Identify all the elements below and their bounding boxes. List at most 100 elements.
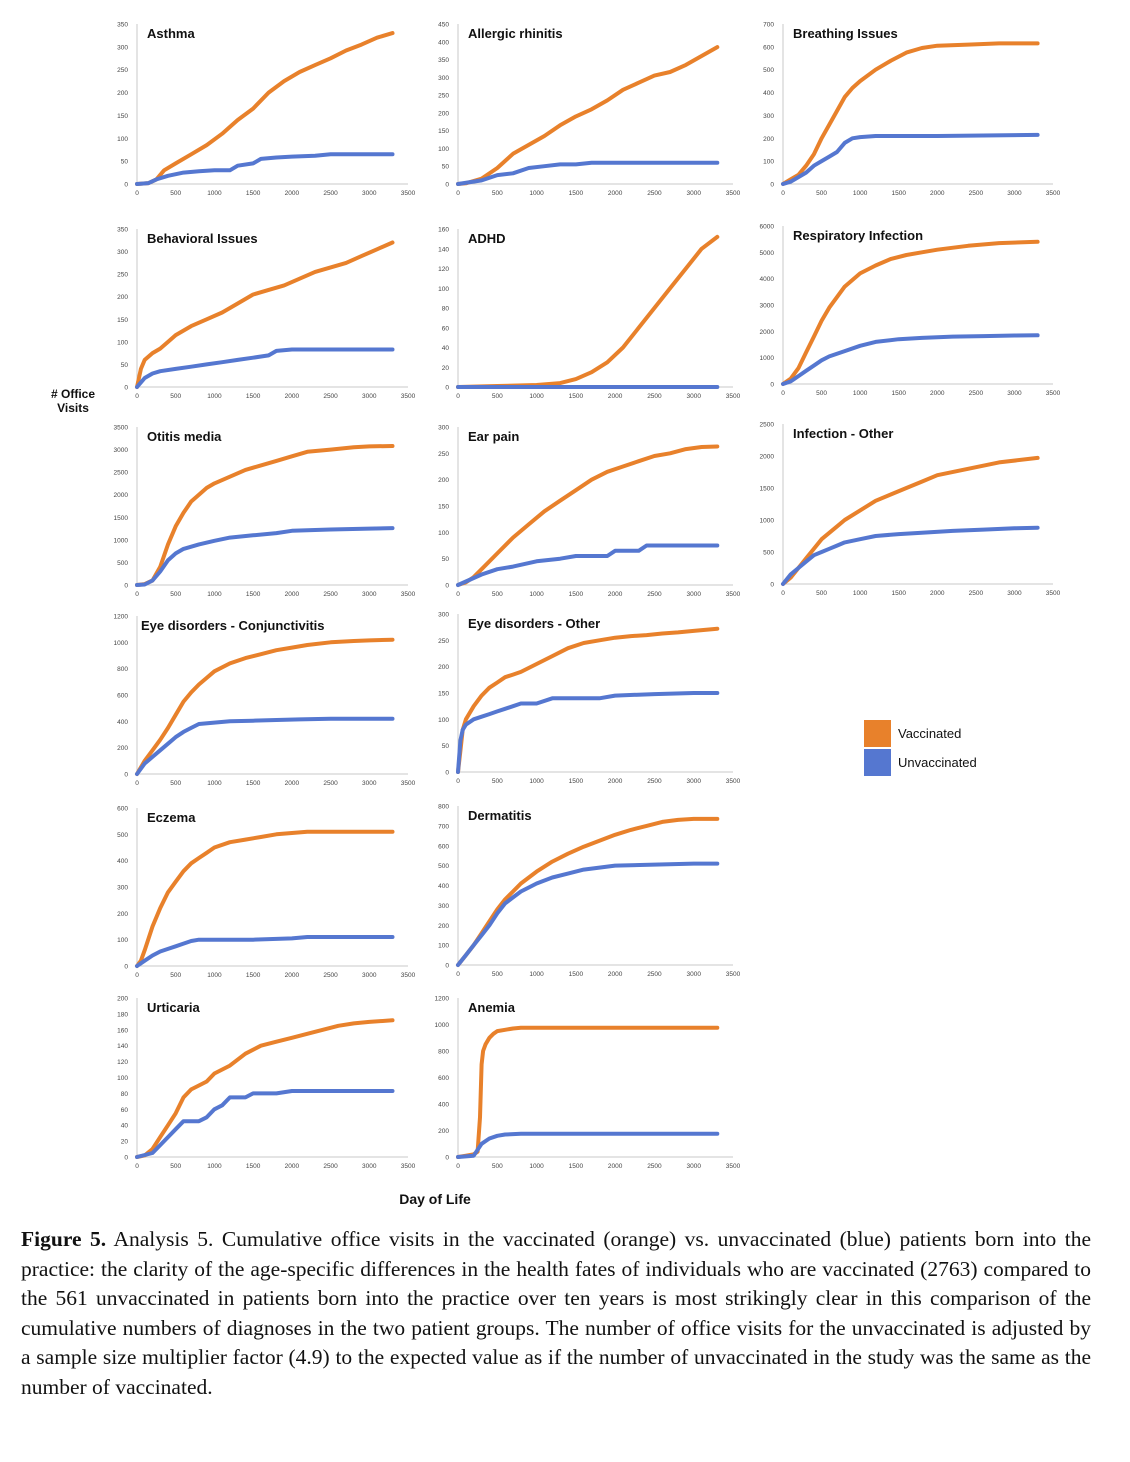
x-tick-label: 3000 (686, 393, 701, 400)
chart-panel: 0 200 400 600 800 1000 1200 0 500 1000 1500 2000 250… (114, 614, 416, 788)
x-tick-label: 2000 (930, 390, 945, 397)
y-tick-label: 2000 (760, 454, 775, 461)
x-tick-label: 0 (135, 190, 139, 197)
series-line-unvaccinated (135, 347, 395, 389)
y-tick-label: 120 (438, 266, 449, 273)
x-tick-label: 0 (135, 972, 139, 979)
x-tick-label: 2500 (969, 390, 984, 397)
chart-title: Eczema (147, 810, 196, 825)
x-tick-label: 2000 (285, 972, 300, 979)
series-line-vaccinated (135, 637, 395, 776)
x-tick-label: 1000 (207, 393, 222, 400)
x-tick-label: 1000 (207, 1163, 222, 1170)
legend-item-vaccinated: Vaccinated (864, 719, 977, 748)
y-tick-label: 50 (442, 743, 450, 750)
x-tick-label: 1000 (207, 780, 222, 787)
y-tick-label: 400 (117, 858, 128, 865)
y-tick-label: 1500 (760, 486, 775, 493)
x-tick-label: 500 (492, 591, 503, 598)
x-tick-label: 3000 (686, 591, 701, 598)
y-tick-label: 0 (445, 583, 449, 590)
chart-title: Asthma (147, 26, 195, 41)
chart-title: ADHD (468, 231, 506, 246)
x-tick-label: 500 (492, 190, 503, 197)
x-tick-label: 3000 (362, 1163, 377, 1170)
chart-title: Otitis media (147, 429, 222, 444)
y-tick-label: 2000 (114, 492, 129, 499)
y-tick-label: 140 (438, 246, 449, 253)
y-tick-label: 0 (124, 182, 128, 189)
y-tick-label: 5000 (760, 250, 775, 257)
x-tick-label: 3500 (401, 393, 416, 400)
x-tick-label: 1000 (207, 190, 222, 197)
x-tick-label: 500 (492, 971, 503, 978)
y-tick-label: 150 (117, 113, 128, 120)
chart-title: Dermatitis (468, 808, 532, 823)
series-line-vaccinated (135, 31, 395, 186)
y-tick-label: 100 (438, 146, 449, 153)
x-tick-label: 500 (492, 778, 503, 785)
x-tick-label: 3000 (362, 972, 377, 979)
legend-swatch-unvaccinated (864, 749, 891, 776)
x-tick-label: 2000 (930, 190, 945, 197)
y-tick-label: 1000 (114, 640, 129, 647)
x-tick-label: 1000 (207, 972, 222, 979)
x-tick-label: 3500 (401, 972, 416, 979)
y-tick-label: 20 (442, 365, 450, 372)
x-tick-label: 1000 (853, 590, 868, 597)
x-tick-label: 0 (781, 190, 785, 197)
y-tick-label: 500 (763, 550, 774, 557)
x-tick-label: 1500 (569, 971, 584, 978)
y-tick-label: 700 (763, 22, 774, 29)
x-axis-label: Day of Life (399, 1191, 471, 1207)
y-tick-label: 800 (438, 804, 449, 811)
y-tick-label: 0 (124, 385, 128, 392)
x-tick-label: 0 (456, 971, 460, 978)
legend-label-unvaccinated: Unvaccinated (898, 755, 977, 770)
y-tick-label: 300 (438, 612, 449, 619)
x-tick-label: 2000 (608, 190, 623, 197)
x-tick-label: 1000 (529, 971, 544, 978)
chart-title: Urticaria (147, 1000, 201, 1015)
y-tick-label: 140 (117, 1043, 128, 1050)
x-tick-label: 3000 (686, 190, 701, 197)
x-tick-label: 3000 (362, 190, 377, 197)
chart-title: Infection - Other (793, 426, 893, 441)
y-tick-label: 150 (438, 504, 449, 511)
x-tick-label: 3500 (726, 393, 741, 400)
y-axis-label: # Office Visits (50, 387, 95, 415)
y-tick-label: 300 (117, 44, 128, 51)
y-tick-label: 100 (438, 530, 449, 537)
x-tick-label: 0 (456, 1163, 460, 1170)
y-tick-label: 150 (438, 691, 449, 698)
chart-panel: 0 50 100 150 200 250 300 350 400 450 0 500 1000 1500 2… (438, 22, 740, 198)
y-tick-label: 100 (117, 1075, 128, 1082)
x-tick-label: 3500 (401, 1163, 416, 1170)
x-tick-label: 1500 (569, 591, 584, 598)
x-tick-label: 0 (456, 190, 460, 197)
y-tick-label: 1500 (114, 515, 129, 522)
chart-panel: 0 100 200 300 400 500 600 700 800 0 500 1000 1500 200… (438, 804, 740, 979)
y-tick-label: 300 (763, 113, 774, 120)
y-tick-label: 300 (117, 249, 128, 256)
x-tick-label: 2000 (285, 591, 300, 598)
chart-panel: 0 1000 2000 3000 4000 5000 6000 0 500 1000 1500 200… (760, 224, 1061, 398)
x-tick-label: 3500 (1046, 190, 1061, 197)
x-tick-label: 0 (781, 390, 785, 397)
y-tick-label: 80 (121, 1091, 129, 1098)
x-tick-label: 2000 (285, 1163, 300, 1170)
y-tick-label: 400 (438, 883, 449, 890)
series-line-vaccinated (135, 829, 395, 968)
y-tick-label: 0 (124, 583, 128, 590)
chart-title: Eye disorders - Other (468, 616, 600, 631)
y-tick-label: 600 (438, 843, 449, 850)
chart-title: Anemia (468, 1000, 516, 1015)
y-tick-label: 250 (438, 93, 449, 100)
y-tick-label: 250 (117, 272, 128, 279)
x-tick-label: 2500 (323, 972, 338, 979)
y-tick-label: 200 (438, 923, 449, 930)
x-tick-label: 2000 (930, 590, 945, 597)
figure-label: Figure 5. (21, 1227, 107, 1251)
y-tick-label: 100 (763, 159, 774, 166)
chart-panel: 0 100 200 300 400 500 600 0 500 1000 1500 2000 2500 3… (117, 806, 415, 980)
